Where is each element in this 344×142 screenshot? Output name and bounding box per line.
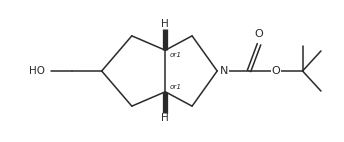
Text: HO: HO (29, 66, 45, 76)
Text: or1: or1 (169, 84, 181, 90)
Text: N: N (219, 66, 228, 76)
Text: H: H (161, 19, 169, 29)
Text: or1: or1 (169, 52, 181, 58)
Text: O: O (255, 29, 264, 39)
Text: H: H (161, 113, 169, 123)
Text: O: O (271, 66, 280, 76)
